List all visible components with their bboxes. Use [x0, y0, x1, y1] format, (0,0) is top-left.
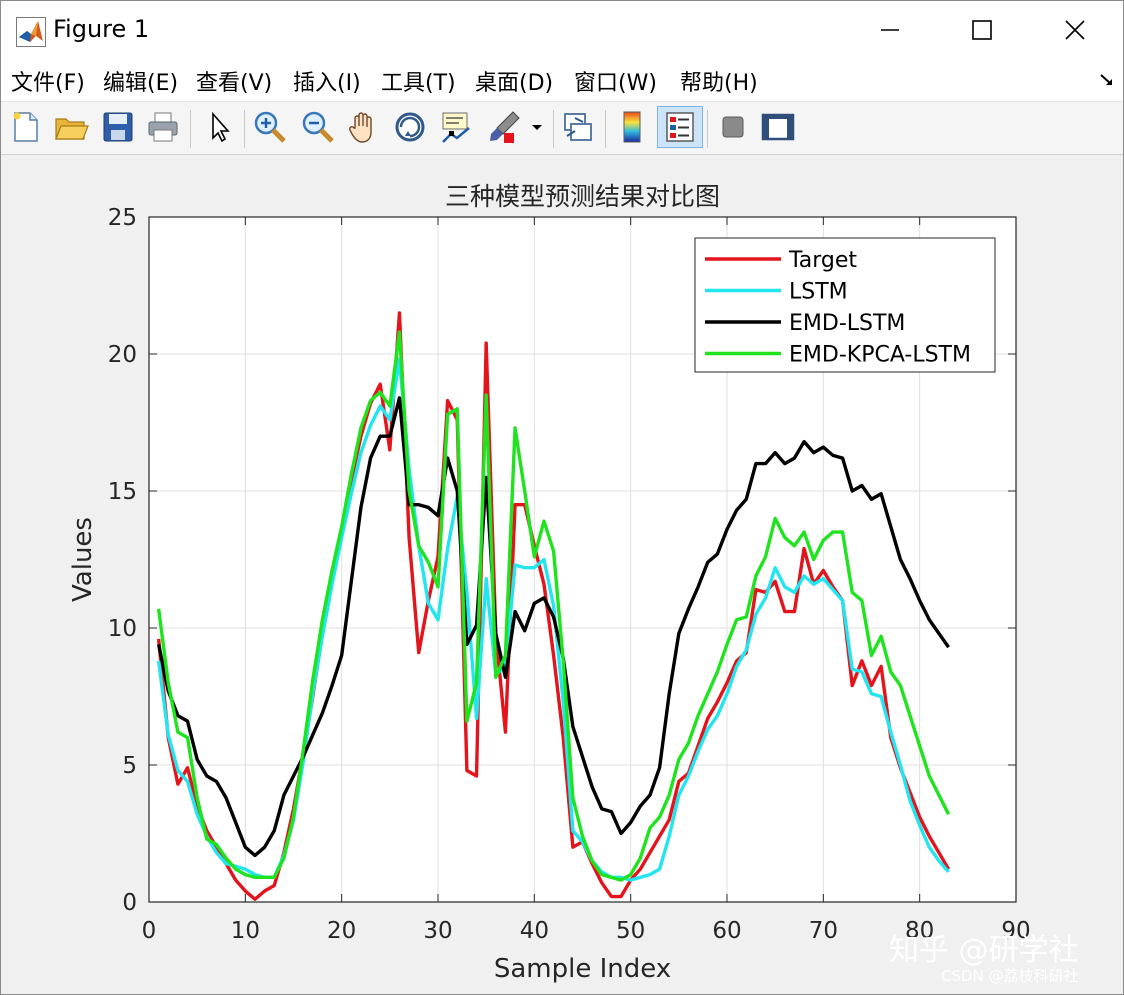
- legend-entry: EMD-LSTM: [789, 311, 905, 336]
- zoom-in-icon[interactable]: [251, 108, 289, 146]
- y-tick-label: 0: [122, 890, 137, 916]
- close-button[interactable]: [1052, 9, 1098, 51]
- figure-canvas: 0 10 20 30 40 50 60 70 80 90 0 5 10 15 20 25 三种模型预测结果对比图…: [68, 182, 1079, 985]
- new-figure-icon[interactable]: [7, 108, 45, 146]
- toolbar-separator: [244, 110, 245, 148]
- minimize-button[interactable]: [867, 9, 913, 51]
- x-tick-label: 60: [712, 918, 741, 944]
- menu-tools[interactable]: 工具(T): [381, 71, 456, 96]
- y-tick-label: 20: [108, 342, 137, 368]
- menu-file[interactable]: 文件(F): [11, 71, 85, 96]
- x-tick-label: 80: [905, 918, 934, 944]
- y-tick-label: 5: [122, 753, 137, 779]
- print-icon[interactable]: [144, 108, 182, 146]
- hide-plot-tools-icon[interactable]: [714, 108, 752, 146]
- y-tick-label: 25: [108, 205, 137, 231]
- y-axis-label: Values: [68, 517, 98, 602]
- data-cursor-icon[interactable]: [437, 108, 475, 146]
- x-tick-label: 40: [520, 918, 549, 944]
- menu-view[interactable]: 查看(V): [196, 71, 273, 96]
- insert-legend-button[interactable]: [657, 106, 703, 148]
- brush-icon[interactable]: [485, 108, 523, 146]
- dock-arrow-icon[interactable]: [1098, 71, 1116, 89]
- insert-legend-icon: [666, 112, 694, 142]
- zoom-out-icon[interactable]: [299, 108, 337, 146]
- y-tick-label: 10: [108, 616, 137, 642]
- x-tick-label: 20: [327, 918, 356, 944]
- toolbar-separator: [605, 110, 606, 148]
- series-line-emd-kpca-lstm: [156, 330, 951, 882]
- x-tick-label: 50: [616, 918, 645, 944]
- series-line-emd-lstm: [156, 396, 950, 858]
- open-file-icon[interactable]: [52, 108, 90, 146]
- rotate-3d-icon[interactable]: [391, 108, 429, 146]
- legend-entry: EMD-KPCA-LSTM: [789, 343, 971, 368]
- brush-dropdown-icon[interactable]: [526, 108, 548, 146]
- maximize-button[interactable]: [959, 9, 1005, 51]
- window-title: Figure 1: [53, 15, 150, 43]
- x-tick-label: 30: [423, 918, 452, 944]
- figure-toolbar: [1, 101, 1123, 155]
- menu-help[interactable]: 帮助(H): [680, 71, 758, 96]
- save-icon[interactable]: [99, 108, 137, 146]
- x-axis-label: Sample Index: [494, 954, 671, 984]
- menu-insert[interactable]: 插入(I): [293, 71, 361, 96]
- matlab-logo-icon: [16, 17, 46, 47]
- toolbar-separator: [707, 110, 708, 148]
- chart-title: 三种模型预测结果对比图: [445, 182, 720, 211]
- edit-plot-arrow-icon[interactable]: [201, 108, 239, 146]
- axes-box: [148, 216, 1017, 903]
- legend-entry: Target: [788, 248, 857, 273]
- toolbar-separator: [190, 110, 191, 148]
- menu-bar: 文件(F) 编辑(E) 查看(V) 插入(I) 工具(T) 桌面(D) 窗口(W…: [1, 59, 1123, 101]
- watermark-secondary: CSDN @荔枝科研社: [941, 967, 1079, 985]
- title-bar: Figure 1: [1, 1, 1123, 59]
- y-tick-label: 15: [108, 479, 137, 505]
- menu-window[interactable]: 窗口(W): [574, 71, 657, 96]
- show-plot-tools-icon[interactable]: [759, 108, 797, 146]
- x-tick-label: 0: [142, 918, 157, 944]
- x-tick-label: 90: [1001, 918, 1030, 944]
- x-tick-label: 70: [809, 918, 838, 944]
- link-plot-icon[interactable]: [559, 108, 597, 146]
- toolbar-separator: [553, 110, 554, 148]
- menu-edit[interactable]: 编辑(E): [103, 71, 179, 96]
- x-tick-label: 10: [231, 918, 260, 944]
- insert-colorbar-icon[interactable]: [613, 108, 651, 146]
- pan-hand-icon[interactable]: [345, 108, 383, 146]
- menu-desktop[interactable]: 桌面(D): [475, 71, 554, 96]
- legend-entry: LSTM: [789, 280, 848, 305]
- watermark-primary: 知乎 @研学社: [889, 933, 1079, 968]
